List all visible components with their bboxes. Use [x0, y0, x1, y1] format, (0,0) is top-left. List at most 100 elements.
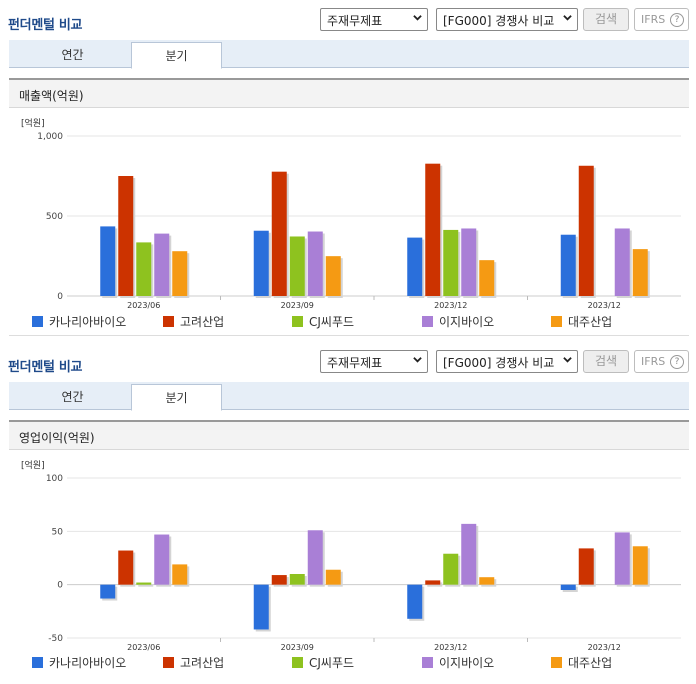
legend-item[interactable]: 이지바이오 — [422, 654, 494, 670]
chevron-down-icon — [413, 15, 422, 21]
bar — [172, 251, 188, 296]
legend-swatch — [32, 316, 43, 327]
panel-revenue: 펀더멘털 비교 주재무제표 [FG000] 경쟁사 비교 검색 IFRS ? 연… — [8, 8, 689, 336]
x-tick-label: 2023/06 — [127, 643, 160, 652]
bar — [154, 534, 170, 585]
bar — [461, 523, 477, 585]
bar — [461, 228, 477, 296]
ifrs-button[interactable]: IFRS ? — [634, 350, 689, 373]
chevron-down-icon — [563, 15, 572, 21]
y-tick-label: 500 — [46, 212, 63, 222]
legend-item[interactable]: 이지바이오 — [422, 313, 494, 329]
chart-legend: 카나리아바이오 고려산업 CJ씨푸드 이지바이오 대주산업 — [30, 654, 670, 670]
panel-header: 펀더멘털 비교 주재무제표 [FG000] 경쟁사 비교 검색 IFRS ? — [0, 342, 696, 378]
x-tick-label: 2023/06 — [127, 301, 160, 310]
bar — [325, 569, 341, 585]
bar — [632, 249, 648, 296]
bar — [578, 165, 594, 296]
y-tick-label: 0 — [57, 292, 63, 302]
legend-item[interactable]: 카나리아바이오 — [32, 654, 126, 670]
bar — [271, 575, 287, 585]
legend-item[interactable]: CJ씨푸드 — [292, 654, 354, 670]
ifrs-button[interactable]: IFRS ? — [634, 8, 689, 31]
bar — [479, 577, 495, 585]
page-title: 펀더멘털 비교 — [8, 18, 83, 33]
bar — [578, 548, 594, 585]
search-button[interactable]: 검색 — [583, 350, 629, 373]
search-button[interactable]: 검색 — [583, 8, 629, 31]
bar — [479, 260, 495, 296]
bar — [614, 532, 630, 585]
x-tick-label: 2023/12 — [588, 301, 621, 310]
bar — [425, 163, 441, 296]
tab-annual[interactable]: 연간 — [61, 48, 84, 62]
bar — [632, 546, 648, 585]
section-header: 매출액(억원) — [9, 78, 689, 108]
y-tick-label: 1,000 — [37, 132, 63, 142]
operating-profit-chart: [억원] -50 0 50 100 2023/06 2023/09 2023/12 2023/1… — [21, 459, 681, 652]
bar-shadow — [138, 584, 154, 587]
legend-swatch — [32, 657, 43, 668]
bar — [307, 231, 323, 296]
legend-item[interactable]: 대주산업 — [551, 313, 612, 329]
y-tick-label: -50 — [48, 634, 63, 644]
bar — [289, 574, 305, 585]
bar — [307, 530, 323, 585]
y-tick-label: 50 — [52, 527, 64, 537]
legend-item[interactable]: 카나리아바이오 — [32, 313, 126, 329]
bar — [118, 176, 134, 296]
statement-select-value: 주재무제표 — [327, 14, 383, 28]
legend-item[interactable]: 대주산업 — [551, 654, 612, 670]
y-tick-label: 100 — [46, 474, 63, 484]
statement-select[interactable]: 주재무제표 — [320, 8, 428, 31]
bar — [614, 228, 630, 296]
section-header: 영업이익(억원) — [9, 420, 689, 450]
bar — [154, 233, 170, 296]
tab-annual[interactable]: 연간 — [61, 390, 84, 404]
section-title: 매출액(억원) — [19, 89, 84, 103]
bar — [407, 237, 423, 296]
legend-swatch — [292, 657, 303, 668]
compare-select[interactable]: [FG000] 경쟁사 비교 — [436, 8, 578, 31]
bar — [253, 230, 269, 296]
period-tabs: 연간 분기 — [9, 40, 689, 69]
legend-swatch — [422, 657, 433, 668]
bar — [560, 234, 576, 296]
divider — [9, 335, 689, 336]
legend-swatch — [163, 316, 174, 327]
ifrs-label: IFRS — [641, 13, 666, 26]
legend-swatch — [551, 657, 562, 668]
legend-swatch — [163, 657, 174, 668]
tab-quarterly[interactable]: 분기 — [131, 42, 222, 69]
compare-select-value: [FG000] 경쟁사 비교 — [443, 356, 555, 370]
bar — [253, 584, 269, 630]
chevron-down-icon — [563, 357, 572, 363]
legend-item[interactable]: CJ씨푸드 — [292, 313, 354, 329]
bar — [172, 564, 188, 585]
ifrs-label: IFRS — [641, 355, 666, 368]
section-title: 영업이익(억원) — [19, 431, 95, 445]
help-icon: ? — [670, 13, 684, 27]
legend-item[interactable]: 고려산업 — [163, 313, 224, 329]
bar — [560, 584, 576, 590]
bar — [443, 553, 459, 585]
x-tick-label: 2023/09 — [281, 301, 314, 310]
statement-select[interactable]: 주재무제표 — [320, 350, 428, 373]
bar — [325, 256, 341, 296]
x-tick-label: 2023/12 — [434, 643, 467, 652]
x-tick-label: 2023/09 — [281, 643, 314, 652]
unit-label: [억원] — [21, 117, 45, 129]
bar — [425, 580, 441, 585]
bar — [136, 242, 152, 296]
statement-select-value: 주재무제표 — [327, 356, 383, 370]
compare-select-value: [FG000] 경쟁사 비교 — [443, 14, 555, 28]
tab-quarterly[interactable]: 분기 — [131, 384, 222, 411]
bar — [118, 550, 134, 585]
legend-item[interactable]: 고려산업 — [163, 654, 224, 670]
compare-select[interactable]: [FG000] 경쟁사 비교 — [436, 350, 578, 373]
bar — [136, 582, 152, 585]
bar — [289, 236, 305, 296]
x-tick-label: 2023/12 — [588, 643, 621, 652]
panel-operating-profit: 펀더멘털 비교 주재무제표 [FG000] 경쟁사 비교 검색 IFRS ? 연… — [0, 342, 696, 684]
unit-label: [억원] — [21, 459, 45, 471]
